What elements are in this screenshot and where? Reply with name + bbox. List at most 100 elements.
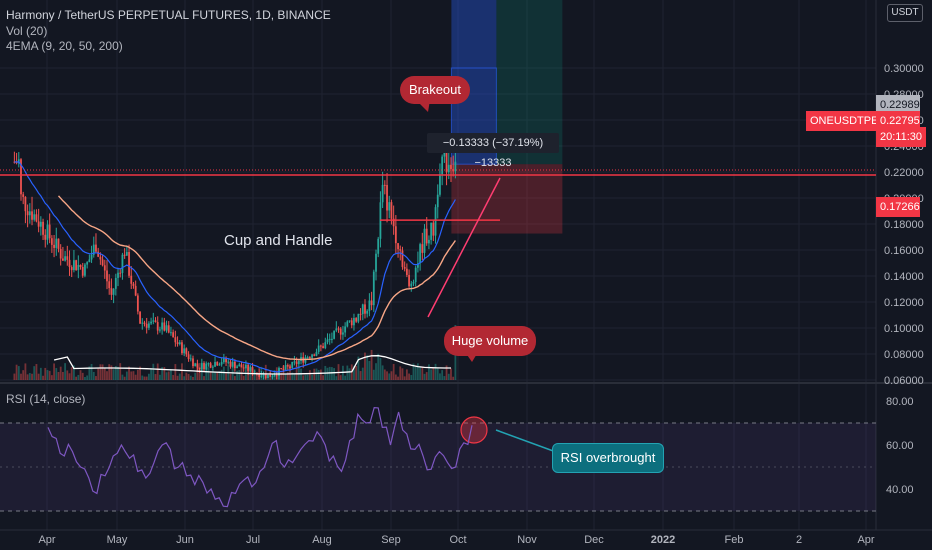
volume-bar-67 [167,371,170,380]
volume-bar-74 [183,376,186,380]
candle-body-68 [170,332,172,334]
candle-body-164 [381,184,384,203]
candle-body-159 [370,300,373,306]
volume-bar-196 [452,376,455,380]
candle-body-110 [262,373,265,376]
volume-bar-48 [125,371,128,380]
volume-bar-28 [81,372,84,380]
candle-body-73 [181,342,183,354]
candle-body-131 [308,357,311,359]
candle-body-98 [236,366,238,369]
volume-bar-40 [108,364,111,380]
ema-indicator-label[interactable]: 4EMA (9, 20, 50, 200) [6,39,123,53]
drawings[interactable] [0,100,876,453]
rsi-tick-2: 40.00 [886,484,914,496]
volume-bar-15 [53,363,55,380]
time-tick-10: Feb [725,534,744,546]
candle-body-157 [366,310,369,314]
candle-body-187 [432,222,435,236]
cup-and-handle-label[interactable]: Cup and Handle [224,232,333,249]
candle-body-103 [247,364,250,371]
volume-bar-172 [399,366,402,380]
candle-body-113 [269,374,272,377]
candle-body-136 [319,345,322,347]
rsi-indicator-label[interactable]: RSI (14, close) [6,392,86,406]
time-tick-8: Dec [584,534,604,546]
volume-bar-145 [339,375,342,380]
candle-body-9 [39,221,42,227]
volume-bar-50 [130,371,133,380]
time-tick-2: Jun [176,534,194,546]
volume-bar-166 [386,371,388,380]
candle-body-184 [425,228,428,244]
volume-bar-29 [84,376,86,380]
volume-bar-78 [192,376,194,380]
volume-bar-183 [423,373,426,380]
currency-badge[interactable]: USDT [887,4,923,22]
candle-body-138 [324,342,327,349]
symbol-title[interactable]: Harmony / TetherUS PERPETUAL FUTURES, 1D… [6,8,331,22]
price-axis[interactable]: 0.300000.280000.260000.240000.220000.200… [38,63,923,546]
volume-bar-32 [90,363,93,380]
candle-body-178 [412,281,415,284]
candle-body-25 [75,260,78,271]
volume-bar-93 [225,373,227,380]
volume-bar-16 [55,368,58,380]
volume-bar-106 [253,370,256,380]
candle-body-150 [350,320,353,326]
volume-bar-119 [282,366,285,380]
candle-body-53 [136,295,139,312]
brakeout-callout[interactable]: Brakeout [400,76,470,104]
candle-body-6 [33,214,36,220]
volume-bar-139 [326,367,329,380]
volume-bar-160 [372,369,375,380]
candle-body-172 [399,249,402,251]
volume-bar-131 [308,370,311,380]
candle-body--3 [13,161,16,163]
candle-body-140 [328,338,331,340]
candle-body-23 [70,267,73,271]
volume-bar-1 [22,370,25,380]
grid-lines [0,0,932,531]
time-tick-11: 2 [796,534,802,546]
volume-bar-174 [403,376,406,380]
candle-body-102 [245,364,247,369]
volume-bar--2 [15,364,18,380]
candle-body-59 [150,321,152,324]
volume-bar-19 [61,371,64,380]
candle-body-156 [364,304,366,314]
volume-bar-39 [106,371,108,380]
volume-bar-87 [211,369,214,380]
volume-bar-68 [170,369,172,380]
candle-body-55 [141,322,144,324]
huge-volume-callout[interactable]: Huge volume [444,326,536,356]
candle-body-114 [271,376,274,378]
candle-body-142 [333,330,336,339]
candle-body-152 [355,318,358,322]
volume-bar-188 [434,363,437,380]
candle-body-60 [152,320,155,322]
volume-bar-164 [381,365,384,380]
volume-bar-47 [123,376,126,380]
volume-bar-92 [222,366,225,380]
candle-body-58 [147,323,150,328]
time-tick-0: Apr [38,534,55,546]
volume-bar-135 [317,369,320,380]
rsi-overbought-callout[interactable]: RSI overbrought [552,443,664,473]
candle-body-45 [119,272,122,274]
time-tick-9: 2022 [651,534,675,546]
time-tick-12: Apr [857,534,874,546]
candle-body-171 [397,243,399,250]
candle-body-30 [86,262,89,265]
volume-indicator-label[interactable]: Vol (20) [6,24,48,38]
volume-bar-125 [295,365,298,380]
rsi-pointer [495,429,557,453]
candle-body-95 [229,361,232,367]
candle-body-16 [55,238,58,248]
candle-body-195 [450,164,452,169]
volume-bar-185 [428,364,430,380]
price-tick-12: 0.06000 [884,375,924,387]
volume-bar-186 [430,369,433,380]
candle-body-139 [326,339,329,343]
